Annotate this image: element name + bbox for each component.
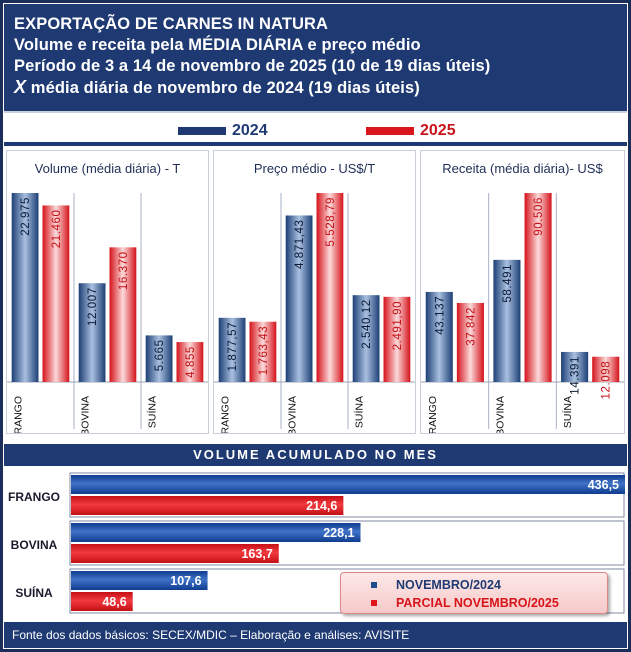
header-comparison: X média diária de novembro de 2024 (19 d… [14, 77, 627, 99]
chart-price: Preço médio - US$/T 1.877,57 1.763,43 FRANG… [213, 150, 416, 434]
hbar-bovina-2025 [71, 544, 279, 563]
legend-row-2025: PARCIAL NOVEMBRO/2025 [371, 594, 607, 612]
bar-suina-2024 [352, 295, 380, 382]
data-label-frango-2024: 1.877,57 [227, 322, 239, 372]
hbar-label-bovina-2025: 163,7 [241, 547, 272, 561]
chart-svg-2: Receita (média diária)- US$ 43.137 37.842 F… [421, 161, 624, 433]
bar-bovina-2024 [78, 283, 106, 382]
hbar-bovina-2024 [71, 523, 361, 542]
bar-frango-2024 [218, 317, 246, 382]
chart-title: Volume (média diária) - T [35, 161, 181, 176]
bar-suina-2024 [561, 351, 589, 382]
header-title: EXPORTAÇÃO DE CARNES IN NATURA [14, 15, 329, 33]
hbar-frango-2025 [71, 496, 344, 515]
data-label-suina-2025: 12.098 [601, 361, 613, 400]
chart-svg-1: Preço médio - US$/T 1.877,57 1.763,43 FRANG… [214, 161, 415, 433]
hbar-suina-2025 [71, 592, 133, 611]
data-label-suina-2024: 5.665 [154, 339, 166, 371]
legend-item-2024: 2024 [178, 119, 268, 143]
bar-suina-2025 [176, 342, 204, 382]
chart-title: Receita (média diária)- US$ [442, 161, 603, 176]
data-label-suina-2024: 14.391 [570, 356, 582, 395]
top-legend: 2024 2025 [4, 116, 627, 146]
category-label-frango: FRANGO [13, 396, 25, 433]
category-label-frango: FRANGO [427, 396, 439, 433]
data-label-bovina-2024: 58.491 [502, 264, 514, 303]
category-label-bovina: BOVINA [495, 396, 507, 433]
legend-label-2025: 2025 [420, 122, 456, 139]
comparison-mark: X [14, 77, 27, 97]
category-label-suina: SUÍNA [561, 396, 574, 428]
data-label-bovina-2024: 4.871,43 [294, 219, 306, 269]
bar-bovina-2024 [493, 259, 521, 382]
hbar-label-suina-2024: 107,6 [170, 574, 201, 588]
legend-item-2025: 2025 [366, 119, 456, 143]
hbar-frango-2024 [71, 475, 625, 494]
data-label-frango-2025: 1.763,43 [258, 326, 270, 376]
chart-svg-0: Volume (média diária) - T 22.975 21.460 FRA… [7, 161, 208, 433]
data-label-bovina-2025: 90.506 [533, 197, 545, 236]
hbar-label-frango-2024: 436,5 [588, 478, 619, 492]
data-label-bovina-2024: 12.007 [87, 287, 99, 326]
category-label-frango: FRANGO [220, 396, 232, 433]
hbar-label-bovina-2024: 228,1 [323, 526, 354, 540]
data-label-suina-2024: 2.540,12 [361, 299, 373, 349]
row-label-frango: FRANGO [8, 490, 60, 504]
header-subtitle: Volume e receita pela MÉDIA DIÁRIA e pre… [14, 36, 421, 54]
charts-row: Volume (média diária) - T 22.975 21.460 FRA… [4, 146, 627, 438]
hbar-suina-2024 [71, 571, 208, 590]
hbar-label-suina-2025: 48,6 [102, 595, 126, 609]
category-label-bovina: BOVINA [287, 396, 299, 433]
category-label-suina: SUÍNA [146, 396, 159, 428]
bar-bovina-2024 [285, 215, 313, 382]
chart-volume: Volume (média diária) - T 22.975 21.460 FRA… [6, 150, 209, 434]
data-label-bovina-2025: 5.528,79 [325, 197, 337, 247]
legend-row-2024: NOVEMBRO/2024 [371, 576, 607, 594]
data-label-frango-2024: 22.975 [20, 197, 32, 236]
comparison-text: média diária de novembro de 2024 (19 dia… [30, 79, 420, 97]
legend-text-2024: NOVEMBRO/2024 [396, 578, 501, 592]
bar-bovina-2025 [524, 193, 552, 382]
header-period: Período de 3 a 14 de novembro de 2025 (1… [14, 57, 491, 75]
category-label-bovina: BOVINA [80, 396, 92, 433]
bar-suina-2025 [383, 296, 411, 382]
accumulated-legend: NOVEMBRO/2024 PARCIAL NOVEMBRO/2025 [340, 572, 608, 614]
legend-label-2024: 2024 [232, 122, 268, 139]
bar-frango-2025 [249, 321, 277, 382]
data-label-suina-2025: 2.491,90 [392, 301, 404, 351]
data-label-bovina-2025: 16.370 [118, 251, 130, 290]
data-label-frango-2025: 21.460 [51, 209, 63, 248]
chart-title: Preço médio - US$/T [254, 161, 375, 176]
hbar-label-frango-2025: 214,6 [306, 499, 337, 513]
bar-bovina-2025 [316, 193, 344, 382]
bar-suina-2024 [145, 335, 173, 382]
legend-text-2025: PARCIAL NOVEMBRO/2025 [396, 596, 559, 610]
data-label-frango-2024: 43.137 [434, 296, 446, 335]
bar-frango-2025 [456, 302, 484, 382]
legend-swatch-2025 [366, 127, 414, 135]
bar-suina-2025 [592, 356, 620, 382]
accumulated-title: VOLUME ACUMULADO NO MES [4, 444, 627, 466]
bar-frango-2024 [11, 193, 39, 382]
data-label-suina-2025: 4.855 [185, 346, 197, 378]
footer-source: Fonte dos dados básicos: SECEX/MDIC – El… [4, 622, 627, 648]
header: EXPORTAÇÃO DE CARNES IN NATURA Volume e … [4, 4, 627, 113]
row-label-suina: SUÍNA [15, 585, 53, 600]
legend-square-2025 [371, 600, 377, 606]
bar-bovina-2025 [109, 247, 137, 382]
bar-frango-2025 [42, 205, 70, 382]
data-label-frango-2025: 37.842 [465, 307, 477, 346]
chart-revenue: Receita (média diária)- US$ 43.137 37.842 F… [420, 150, 625, 434]
row-label-bovina: BOVINA [11, 538, 58, 552]
legend-square-2024 [371, 582, 377, 588]
bar-frango-2024 [425, 291, 453, 382]
category-label-suina: SUÍNA [353, 396, 366, 428]
legend-swatch-2024 [178, 127, 226, 135]
